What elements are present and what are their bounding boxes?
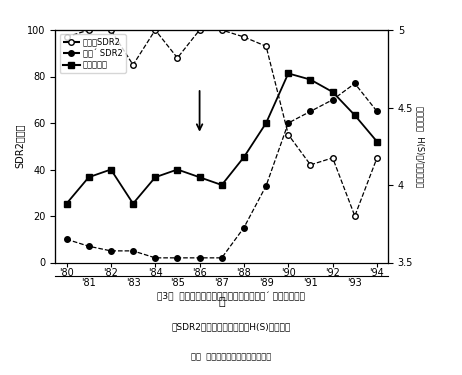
X-axis label: 年: 年 <box>219 297 225 307</box>
Legend: ススキSDR2, シバ´ SDR2, 多様度指数: ススキSDR2, シバ´ SDR2, 多様度指数 <box>60 34 126 73</box>
Text: 図3．  刈取・放牧区におけるススキ、シバ´ の積算優占度: 図3． 刈取・放牧区におけるススキ、シバ´ の積算優占度 <box>157 292 305 302</box>
Y-axis label: SDR2（％）: SDR2（％） <box>15 124 24 168</box>
Y-axis label: 多様度指数  H(S)（/スタンド）: 多様度指数 H(S)（/スタンド） <box>415 106 424 187</box>
Text: 注）  矢印は放牧の開始年を示す．: 注） 矢印は放牧の開始年を示す． <box>191 352 271 362</box>
Text: （SDR2）及び多様度指数（H(S)）の推移: （SDR2）及び多様度指数（H(S)）の推移 <box>171 322 291 332</box>
